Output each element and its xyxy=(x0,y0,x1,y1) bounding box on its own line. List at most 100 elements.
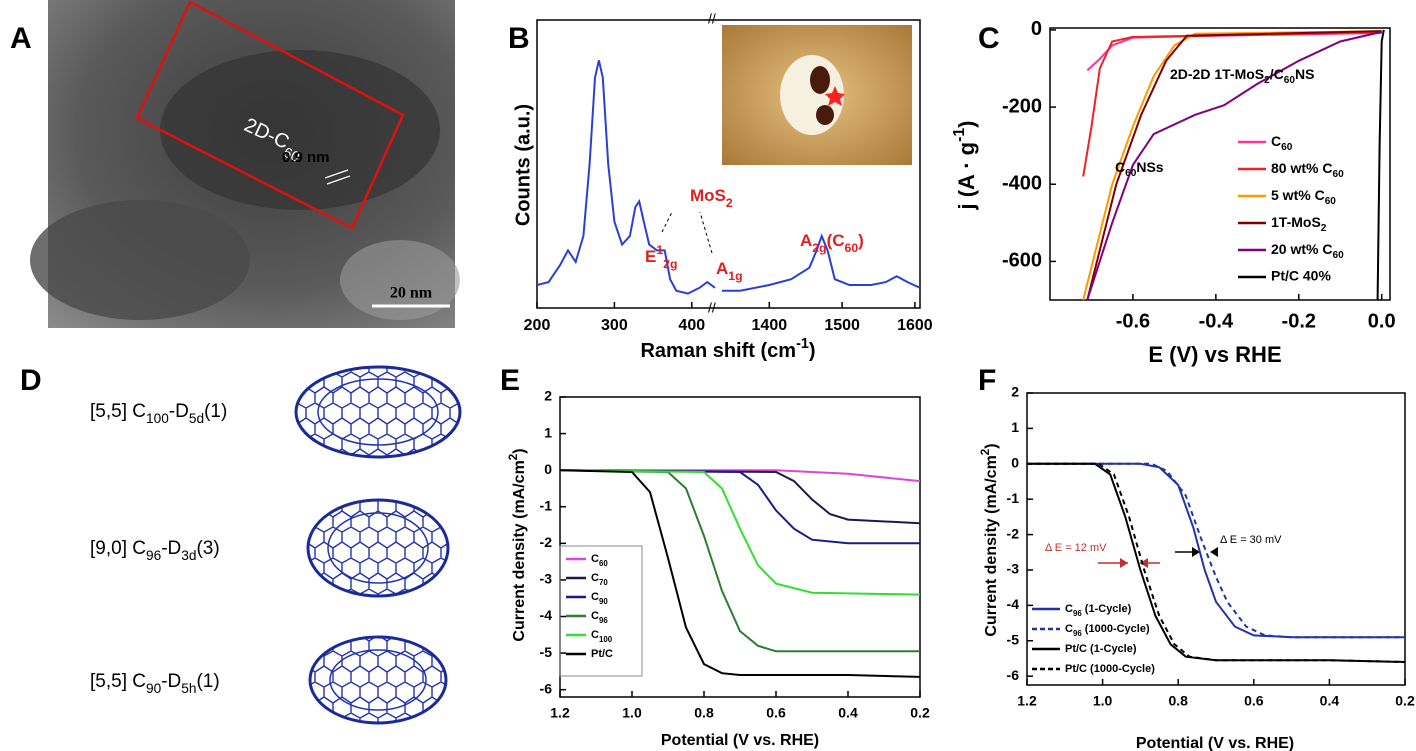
x-tick-label: 0.0 xyxy=(1368,310,1396,332)
y-axis-label-part: j (A · g xyxy=(954,142,979,211)
x-axis-label: Potential (V vs. RHE) xyxy=(661,732,819,749)
x-tick-label: -0.2 xyxy=(1282,310,1316,332)
legend-label-part: 5 wt% C xyxy=(1271,187,1325,203)
legend-label-part: 70 xyxy=(599,578,608,587)
panel-letter: F xyxy=(978,364,996,397)
molecule-label-part: 96 xyxy=(146,548,161,563)
annotation-part: C xyxy=(1115,159,1125,175)
legend-label-part: 60 xyxy=(1332,250,1344,261)
y-tick-label: 1 xyxy=(544,424,552,440)
x-tick-label: 1400 xyxy=(752,317,788,334)
figure: // // ABCDEF2D-C600.9 nm20 nm[5,5] C100-… xyxy=(0,0,1416,751)
annotation-part: ) xyxy=(858,231,864,250)
x-axis-label: E (V) vs RHE xyxy=(1148,342,1281,367)
y-tick-label: 2 xyxy=(1011,384,1019,400)
x-tick-label: 0.4 xyxy=(1320,693,1340,709)
x-axis-label-part: -1 xyxy=(796,336,809,352)
legend-label: C96 xyxy=(591,610,608,625)
panel-letter: A xyxy=(10,22,32,55)
y-tick-label: 0 xyxy=(1031,18,1042,40)
y-tick-label: -6 xyxy=(1007,667,1020,683)
legend-label-part: 20 wt% C xyxy=(1271,241,1332,257)
y-axis-label-part: ) xyxy=(511,448,528,453)
y-tick-label: -4 xyxy=(540,607,553,623)
legend-label-part: 100 xyxy=(599,635,613,644)
annotation: E12g xyxy=(645,243,677,271)
series-line xyxy=(560,470,920,543)
y-tick-label: -400 xyxy=(1002,173,1042,195)
annotation-part: 2g xyxy=(812,241,826,255)
annotation-part: /C xyxy=(1270,66,1284,82)
annotation-part: NSs xyxy=(1136,159,1163,175)
x-tick-label: 300 xyxy=(601,317,628,334)
legend-label: C60 xyxy=(591,553,608,568)
y-tick-label: 2 xyxy=(544,388,552,404)
scale-bar-label: 20 nm xyxy=(390,285,433,302)
molecule-label: [5,5] C90-D5h(1) xyxy=(90,671,220,696)
y-tick-label: -5 xyxy=(540,644,553,660)
tem-image xyxy=(30,0,460,328)
legend-label-part: C xyxy=(591,553,599,565)
x-tick-label: 0.6 xyxy=(1244,693,1264,709)
annotation-part: (C xyxy=(827,231,845,250)
legend-label-part: 80 wt% C xyxy=(1271,160,1332,176)
molecule-label-part: 5d xyxy=(189,411,204,426)
x-tick-label: 1.2 xyxy=(550,705,570,721)
legend-label-part: 1T-MoS xyxy=(1271,214,1321,230)
legend-label: C60 xyxy=(1271,133,1293,153)
y-tick-label: -2 xyxy=(540,534,553,550)
y-tick-label: -3 xyxy=(540,571,553,587)
series-line xyxy=(560,470,920,677)
molecule-label-part: [5,5] C xyxy=(90,671,146,692)
legend-label: C100 xyxy=(591,629,613,644)
y-axis-label-part: ) xyxy=(954,120,979,127)
x-tick-label: 0.2 xyxy=(1395,693,1415,709)
panel-letter: E xyxy=(500,364,520,397)
legend-label: C96 (1-Cycle) xyxy=(1065,603,1132,618)
x-tick-label: 1600 xyxy=(897,317,933,334)
legend-label-part: C xyxy=(591,572,599,584)
legend-label-part: 96 xyxy=(599,616,608,625)
annotation: Δ E = 12 mV xyxy=(1045,542,1107,554)
legend-label-part: 60 xyxy=(1332,169,1344,180)
annotation-part: 2D-2D 1T-MoS xyxy=(1170,66,1264,82)
y-axis-label-part: ) xyxy=(983,443,1000,448)
molecule-label-part: [9,0] C xyxy=(90,538,146,559)
molecule-label-part: 90 xyxy=(146,681,162,696)
x-tick-label: 200 xyxy=(524,317,551,334)
y-tick-label: -5 xyxy=(1007,631,1020,647)
molecule-label: [9,0] C96-D3d(3) xyxy=(90,538,220,563)
legend-label-part: 60 xyxy=(1281,142,1293,153)
spacing-label: 0.9 nm xyxy=(282,149,330,166)
x-tick-label: 1.0 xyxy=(622,705,642,721)
y-axis-label-part: Current density (mA/cm xyxy=(511,460,528,641)
molecule-label-part: (1) xyxy=(204,401,227,422)
y-tick-label: 0 xyxy=(1011,454,1019,470)
x-tick-label: 400 xyxy=(678,317,705,334)
legend-label: Pt/C (1-Cycle) xyxy=(1065,643,1137,655)
molecule-label-part: -D xyxy=(161,671,181,692)
annotation-part: MoS xyxy=(690,186,726,205)
x-axis-label: Potential (V vs. RHE) xyxy=(1136,735,1294,751)
annotation-part: E xyxy=(645,247,656,266)
x-tick-label: 0.2 xyxy=(910,705,930,721)
series-line xyxy=(537,60,715,293)
legend-label: 80 wt% C60 xyxy=(1271,160,1344,180)
x-tick-label: 1.2 xyxy=(1017,693,1037,709)
molecule-label-part: 100 xyxy=(146,411,169,426)
y-axis-label-part: -1 xyxy=(951,128,968,142)
y-tick-label: 1 xyxy=(1011,419,1019,435)
annotation: C60NSs xyxy=(1115,159,1164,179)
molecules xyxy=(296,367,460,723)
annotation-part: 60 xyxy=(1125,168,1137,179)
x-tick-label: 1500 xyxy=(824,317,860,334)
legend-label-part: C xyxy=(1065,603,1073,615)
x-axis-label-part: ) xyxy=(809,340,816,362)
x-axis-label: Raman shift (cm-1) xyxy=(640,336,815,362)
annotation-part: 1g xyxy=(728,269,742,283)
annotation: A2g(C60) xyxy=(800,231,864,255)
x-axis-label-part: Raman shift (cm xyxy=(640,340,796,362)
legend-label-part: (1-Cycle) xyxy=(1082,603,1132,615)
legend-label: C70 xyxy=(591,572,608,587)
annotation: 2D-2D 1T-MoS2/C60NS xyxy=(1170,66,1314,86)
